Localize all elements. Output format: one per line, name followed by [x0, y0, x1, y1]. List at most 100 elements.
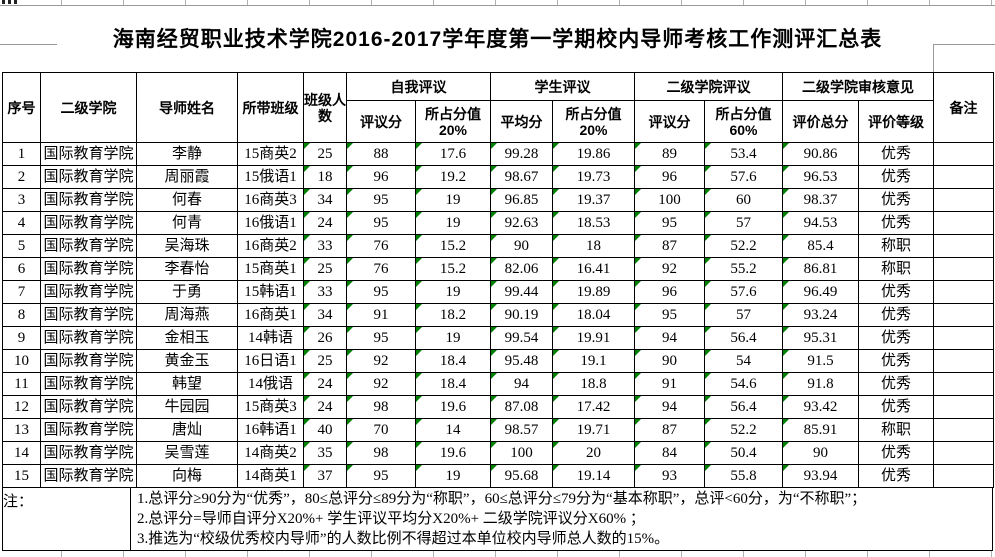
table-cell[interactable]: 92	[346, 349, 416, 373]
table-cell[interactable]: 国际教育学院	[40, 372, 137, 396]
table-cell[interactable]: 14俄语	[237, 372, 304, 396]
table-cell[interactable]: 99.28	[490, 142, 553, 166]
table-cell[interactable]: 90	[634, 349, 705, 373]
table-cell[interactable]: 34	[303, 303, 347, 327]
table-cell[interactable]: 96.85	[490, 188, 553, 212]
table-cell[interactable]: 14商英2	[237, 441, 304, 465]
table-cell[interactable]: 87.08	[490, 395, 553, 419]
table-cell[interactable]: 16商英3	[237, 188, 304, 212]
table-cell[interactable]: 称职	[858, 257, 934, 281]
table-cell[interactable]: 15.2	[415, 234, 491, 258]
table-cell[interactable]: 国际教育学院	[40, 234, 137, 258]
table-cell[interactable]: 17.6	[415, 142, 491, 166]
table-cell[interactable]: 优秀	[858, 441, 934, 465]
table-cell[interactable]: 优秀	[858, 349, 934, 373]
table-cell[interactable]: 优秀	[858, 372, 934, 396]
table-cell[interactable]: 金相玉	[136, 326, 238, 350]
table-cell[interactable]	[933, 234, 994, 258]
table-cell[interactable]: 52.2	[704, 418, 783, 442]
table-cell[interactable]: 1	[2, 142, 41, 166]
table-cell[interactable]: 60	[704, 188, 783, 212]
table-cell[interactable]: 98	[346, 395, 416, 419]
table-cell[interactable]	[933, 418, 994, 442]
table-cell[interactable]: 98.37	[782, 188, 859, 212]
table-cell[interactable]: 26	[303, 326, 347, 350]
table-cell[interactable]: 19.14	[552, 464, 635, 488]
table-cell[interactable]: 25	[303, 257, 347, 281]
table-cell[interactable]: 优秀	[858, 464, 934, 488]
table-cell[interactable]: 94.53	[782, 211, 859, 235]
table-cell[interactable]: 13	[2, 418, 41, 442]
table-cell[interactable]: 11	[2, 372, 41, 396]
table-cell[interactable]: 93.94	[782, 464, 859, 488]
table-cell[interactable]: 76	[346, 234, 416, 258]
table-cell[interactable]: 优秀	[858, 188, 934, 212]
table-cell[interactable]: 称职	[858, 234, 934, 258]
table-cell[interactable]: 18.53	[552, 211, 635, 235]
table-cell[interactable]	[933, 303, 994, 327]
table-cell[interactable]: 牛园园	[136, 395, 238, 419]
table-cell[interactable]: 84	[634, 441, 705, 465]
table-cell[interactable]: 19.73	[552, 165, 635, 189]
table-cell[interactable]: 优秀	[858, 326, 934, 350]
table-cell[interactable]: 国际教育学院	[40, 326, 137, 350]
table-cell[interactable]: 14	[415, 418, 491, 442]
table-cell[interactable]: 国际教育学院	[40, 257, 137, 281]
table-cell[interactable]	[933, 326, 994, 350]
table-cell[interactable]: 70	[346, 418, 416, 442]
table-cell[interactable]: 2	[2, 165, 41, 189]
table-cell[interactable]: 95	[346, 211, 416, 235]
table-cell[interactable]	[933, 395, 994, 419]
table-cell[interactable]: 15	[2, 464, 41, 488]
table-cell[interactable]: 55.8	[704, 464, 783, 488]
table-cell[interactable]: 国际教育学院	[40, 211, 137, 235]
table-cell[interactable]	[933, 211, 994, 235]
table-cell[interactable]: 吴海珠	[136, 234, 238, 258]
table-cell[interactable]: 94	[490, 372, 553, 396]
table-cell[interactable]	[933, 280, 994, 304]
table-cell[interactable]: 16商英1	[237, 303, 304, 327]
table-cell[interactable]: 91.5	[782, 349, 859, 373]
table-cell[interactable]: 周海燕	[136, 303, 238, 327]
table-cell[interactable]: 吴雪莲	[136, 441, 238, 465]
table-cell[interactable]: 57.6	[704, 280, 783, 304]
table-cell[interactable]	[933, 142, 994, 166]
table-cell[interactable]: 33	[303, 280, 347, 304]
table-cell[interactable]	[933, 349, 994, 373]
table-cell[interactable]: 周丽霞	[136, 165, 238, 189]
table-cell[interactable]: 国际教育学院	[40, 418, 137, 442]
table-cell[interactable]: 18.4	[415, 372, 491, 396]
table-cell[interactable]: 于勇	[136, 280, 238, 304]
table-cell[interactable]: 24	[303, 372, 347, 396]
table-cell[interactable]: 19	[415, 280, 491, 304]
table-cell[interactable]: 19	[415, 211, 491, 235]
table-cell[interactable]: 20	[552, 441, 635, 465]
table-cell[interactable]: 91	[346, 303, 416, 327]
table-cell[interactable]: 76	[346, 257, 416, 281]
table-cell[interactable]: 52.2	[704, 234, 783, 258]
table-cell[interactable]	[933, 441, 994, 465]
table-cell[interactable]: 57.6	[704, 165, 783, 189]
table-cell[interactable]: 16韩语1	[237, 418, 304, 442]
table-cell[interactable]	[933, 464, 994, 488]
table-cell[interactable]: 18	[552, 234, 635, 258]
table-cell[interactable]: 15商英3	[237, 395, 304, 419]
table-cell[interactable]: 99.54	[490, 326, 553, 350]
table-cell[interactable]: 12	[2, 395, 41, 419]
table-cell[interactable]: 98.67	[490, 165, 553, 189]
table-cell[interactable]: 92	[634, 257, 705, 281]
table-cell[interactable]: 95	[346, 464, 416, 488]
table-cell[interactable]: 国际教育学院	[40, 165, 137, 189]
table-cell[interactable]: 86.81	[782, 257, 859, 281]
table-cell[interactable]: 唐灿	[136, 418, 238, 442]
table-cell[interactable]: 国际教育学院	[40, 303, 137, 327]
table-cell[interactable]: 94	[634, 395, 705, 419]
table-cell[interactable]	[933, 188, 994, 212]
table-cell[interactable]: 国际教育学院	[40, 188, 137, 212]
table-cell[interactable]: 10	[2, 349, 41, 373]
table-cell[interactable]: 93.24	[782, 303, 859, 327]
table-cell[interactable]: 优秀	[858, 142, 934, 166]
table-cell[interactable]: 7	[2, 280, 41, 304]
table-cell[interactable]: 国际教育学院	[40, 280, 137, 304]
table-cell[interactable]: 56.4	[704, 326, 783, 350]
